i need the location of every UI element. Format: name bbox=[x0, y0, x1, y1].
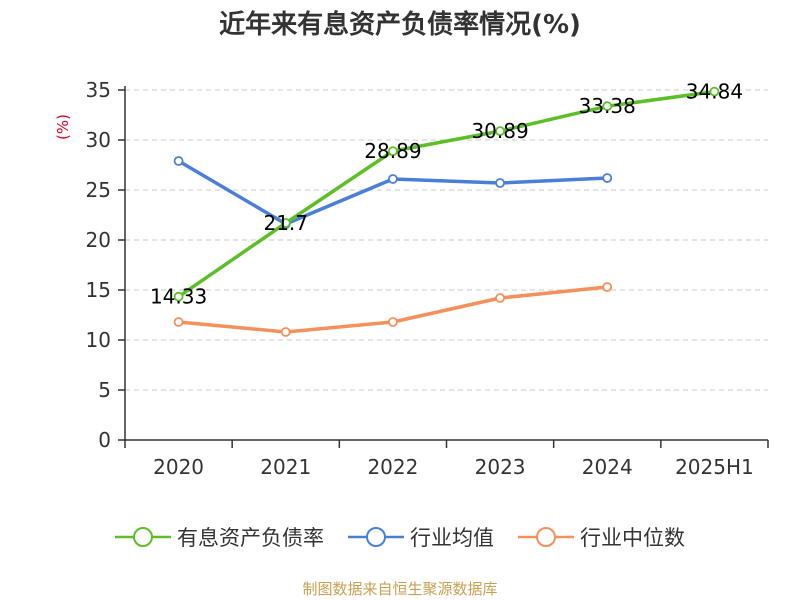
source-note: 制图数据来自恒生聚源数据库 bbox=[302, 580, 497, 598]
x-tick-label: 2020 bbox=[153, 455, 204, 479]
y-tick-label: 5 bbox=[98, 378, 111, 402]
legend-label: 行业中位数 bbox=[580, 526, 685, 550]
legend-marker bbox=[366, 527, 386, 547]
data-label: 14.33 bbox=[150, 285, 207, 309]
series-line bbox=[176, 159, 610, 226]
data-label: 28.89 bbox=[364, 139, 421, 163]
x-tick-label: 2021 bbox=[260, 455, 311, 479]
legend-marker bbox=[133, 527, 153, 547]
data-point bbox=[173, 317, 184, 327]
y-tick-label: 20 bbox=[86, 228, 111, 252]
data-point bbox=[495, 293, 505, 303]
x-tick-label: 2025H1 bbox=[675, 455, 754, 479]
legend-label: 行业均值 bbox=[410, 526, 494, 550]
data-point bbox=[388, 174, 398, 184]
y-tick-label: 15 bbox=[86, 278, 111, 302]
data-point bbox=[173, 291, 184, 302]
data-point bbox=[602, 101, 613, 112]
legend: 有息资产负债率 行业均值 行业中位数 bbox=[115, 526, 685, 550]
legend-item: 行业均值 bbox=[348, 526, 494, 550]
data-point bbox=[495, 178, 505, 188]
series-line bbox=[176, 89, 717, 299]
data-label: 34.84 bbox=[686, 80, 743, 104]
y-axis-label: (%) bbox=[54, 114, 72, 140]
y-tick-label: 25 bbox=[86, 178, 111, 202]
y-tick-label: 35 bbox=[86, 78, 111, 102]
x-tick-label: 2022 bbox=[367, 455, 418, 479]
legend-marker bbox=[536, 527, 556, 547]
data-labels: 14.33 21.7 28.89 30.89 33.38 34.84 bbox=[150, 80, 743, 309]
data-point bbox=[709, 86, 720, 97]
legend-item: 有息资产负债率 bbox=[115, 526, 324, 550]
axes: 0 5 10 15 20 25 30 35 2020 2021 2022 2023 2024 2025H1 bbox=[86, 78, 769, 479]
series-lines bbox=[173, 86, 720, 337]
grid-lines bbox=[125, 89, 768, 391]
data-point bbox=[388, 317, 398, 327]
data-label: 21.7 bbox=[263, 211, 308, 235]
legend-label: 有息资产负债率 bbox=[177, 526, 324, 550]
data-point bbox=[602, 173, 613, 183]
y-tick-label: 30 bbox=[86, 128, 111, 152]
data-label: 30.89 bbox=[471, 119, 528, 143]
y-tick-label: 10 bbox=[86, 328, 111, 352]
legend-item: 行业中位数 bbox=[518, 526, 685, 550]
data-point bbox=[173, 156, 184, 166]
data-point bbox=[388, 146, 398, 157]
data-point bbox=[602, 282, 613, 292]
y-tick-label: 0 bbox=[98, 428, 111, 452]
chart-title: 近年来有息资产负债率情况(%) bbox=[219, 9, 581, 40]
data-point bbox=[495, 126, 505, 137]
x-tick-label: 2023 bbox=[475, 455, 526, 479]
data-label: 33.38 bbox=[579, 94, 636, 118]
data-point bbox=[280, 218, 291, 228]
data-point bbox=[280, 327, 291, 337]
x-tick-label: 2024 bbox=[582, 455, 633, 479]
